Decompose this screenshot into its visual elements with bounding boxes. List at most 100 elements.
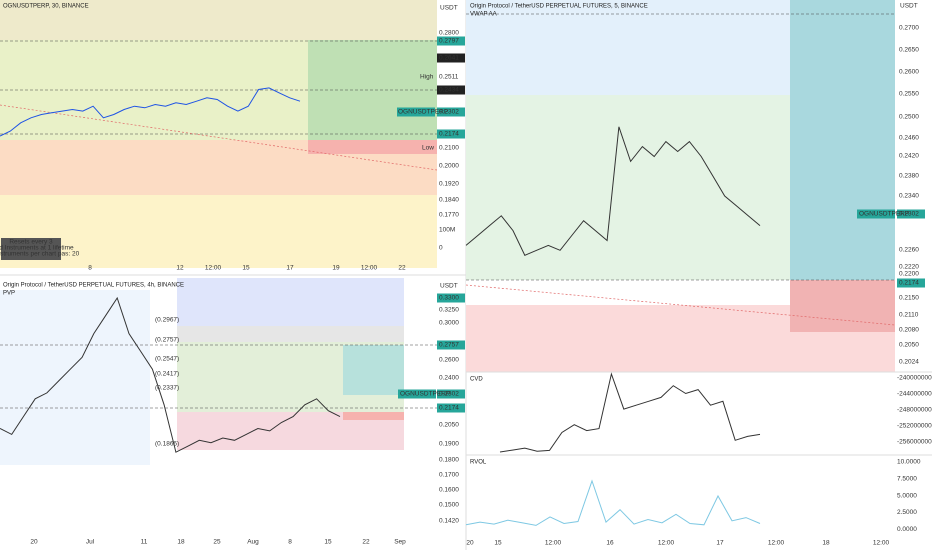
stop-zone (308, 140, 437, 154)
axis-label: 2.5000 (897, 509, 917, 516)
price-tag-bg (437, 340, 465, 350)
axis-label: 0.2174 (899, 280, 919, 287)
axis-label: 0.2302 (899, 211, 919, 218)
axis-label: -256000000 (897, 439, 932, 446)
note-text: avg instruments per chart pas: 20 (0, 251, 80, 258)
axis-label: 0.2757 (439, 342, 459, 349)
time-label: 19 (332, 265, 340, 272)
time-label: 16 (606, 540, 614, 547)
price-tag-bg (437, 85, 465, 95)
axis-label: 0.2797 (439, 38, 459, 45)
pane-title: CVD (470, 377, 483, 383)
axis-label: 0.2600 (439, 357, 459, 364)
fib-label: (0.2417) (155, 371, 179, 378)
note-text: Resets every 3 (9, 239, 53, 246)
axis-label: 0.2400 (439, 375, 459, 382)
price-tag-bg (437, 293, 465, 303)
axis-label: 0.1600 (439, 487, 459, 494)
target-zone (343, 345, 404, 395)
time-label: 12:00 (361, 265, 378, 272)
pane-title: RVOL (470, 460, 487, 466)
time-label: 17 (716, 540, 724, 547)
side-tag: High (420, 74, 434, 81)
note-text: Load Instruments at 1 lifetime (0, 245, 74, 252)
time-label: 22 (362, 539, 370, 546)
time-label: 15 (494, 540, 502, 547)
axis-label: 0.2024 (899, 359, 919, 366)
stop-zone (343, 412, 404, 420)
axis-label: 0.1900 (439, 441, 459, 448)
fib-label: (0.2337) (155, 385, 179, 392)
axis-label: 7.5000 (897, 476, 917, 483)
axis-label: 5.0000 (897, 492, 917, 499)
side-tag: OGNUSDTPERP (400, 391, 450, 398)
axis-label: 0.1840 (439, 197, 459, 204)
zone (0, 290, 150, 465)
axis-label: 0.2050 (899, 342, 919, 349)
time-label: 25 (213, 539, 221, 546)
axis-label: 0.2511 (439, 74, 459, 81)
indicator: VWAP AA (470, 12, 497, 18)
note-box (1, 238, 61, 260)
zone (177, 278, 404, 326)
indicator: PVP (3, 291, 15, 297)
time-label: 15 (324, 539, 332, 546)
time-label: 8 (288, 539, 292, 546)
time-label: 12:00 (873, 540, 890, 547)
time-label: 12:00 (768, 540, 785, 547)
cvd-line (499, 372, 761, 453)
time-label: 18 (177, 539, 185, 546)
axis-label: 100M (439, 227, 455, 234)
axis-label: 0.1500 (439, 502, 459, 509)
time-label: Aug (247, 539, 259, 546)
axis-label: 0.2302 (439, 109, 459, 116)
axis-label: 0.1920 (439, 181, 459, 188)
tag-bg (857, 209, 895, 219)
time-label: 20 (466, 540, 474, 547)
zone (0, 195, 437, 268)
axis-label: 0.2380 (899, 173, 919, 180)
time-label: 12 (176, 265, 184, 272)
side-tag: OGNUSDTPERP (398, 109, 448, 116)
fib-label: (0.2547) (155, 356, 179, 363)
axis-label: 0.3300 (439, 295, 459, 302)
fib-label: (0.2757) (155, 337, 179, 344)
price-tag-bg (437, 129, 465, 139)
axis-label: 0.2600 (899, 69, 919, 76)
axis-label: 0.2434 (439, 87, 459, 94)
fib-label: (0.2967) (155, 317, 179, 324)
price-tag-bg (437, 36, 465, 46)
trend-line (0, 104, 438, 171)
axis-label: 0.2500 (899, 114, 919, 121)
time-label: 22 (398, 265, 406, 272)
axis-label: 0.2460 (899, 135, 919, 142)
axis-label: 0.2100 (439, 145, 459, 152)
panel-title: OGNUSDTPERP, 30, BINANCE (3, 4, 89, 10)
axis-label: -252000000 (897, 423, 932, 430)
price-tag-bg (437, 389, 465, 399)
axis-label: 0.2220 (899, 264, 919, 271)
price-tag-bg (437, 53, 465, 63)
price-line (0, 296, 341, 453)
axis-label: 0.2174 (439, 131, 459, 138)
axis-label: 0.2174 (439, 405, 459, 412)
time-label: 18 (822, 540, 830, 547)
zone (0, 0, 437, 40)
axis-label: 0.0000 (897, 526, 917, 533)
axis-label: 0.3250 (439, 307, 459, 314)
unit: USDT (900, 3, 918, 10)
unit: USDT (440, 5, 458, 12)
panel-title: Origin Protocol / TetherUSD PERPETUAL FU… (470, 4, 648, 10)
time-label: 12:00 (658, 540, 675, 547)
axis-label: 0.2200 (899, 271, 919, 278)
time-label: 12:00 (205, 265, 222, 272)
time-label: 17 (286, 265, 294, 272)
time-label: 20 (30, 539, 38, 546)
tag-bg (397, 107, 435, 117)
axis-label: -244000000 (897, 391, 932, 398)
time-label: 11 (141, 539, 148, 546)
axis-label: -248000000 (897, 407, 932, 414)
axis-label: 0.2050 (439, 422, 459, 429)
axis-label: 0.2800 (439, 30, 459, 37)
